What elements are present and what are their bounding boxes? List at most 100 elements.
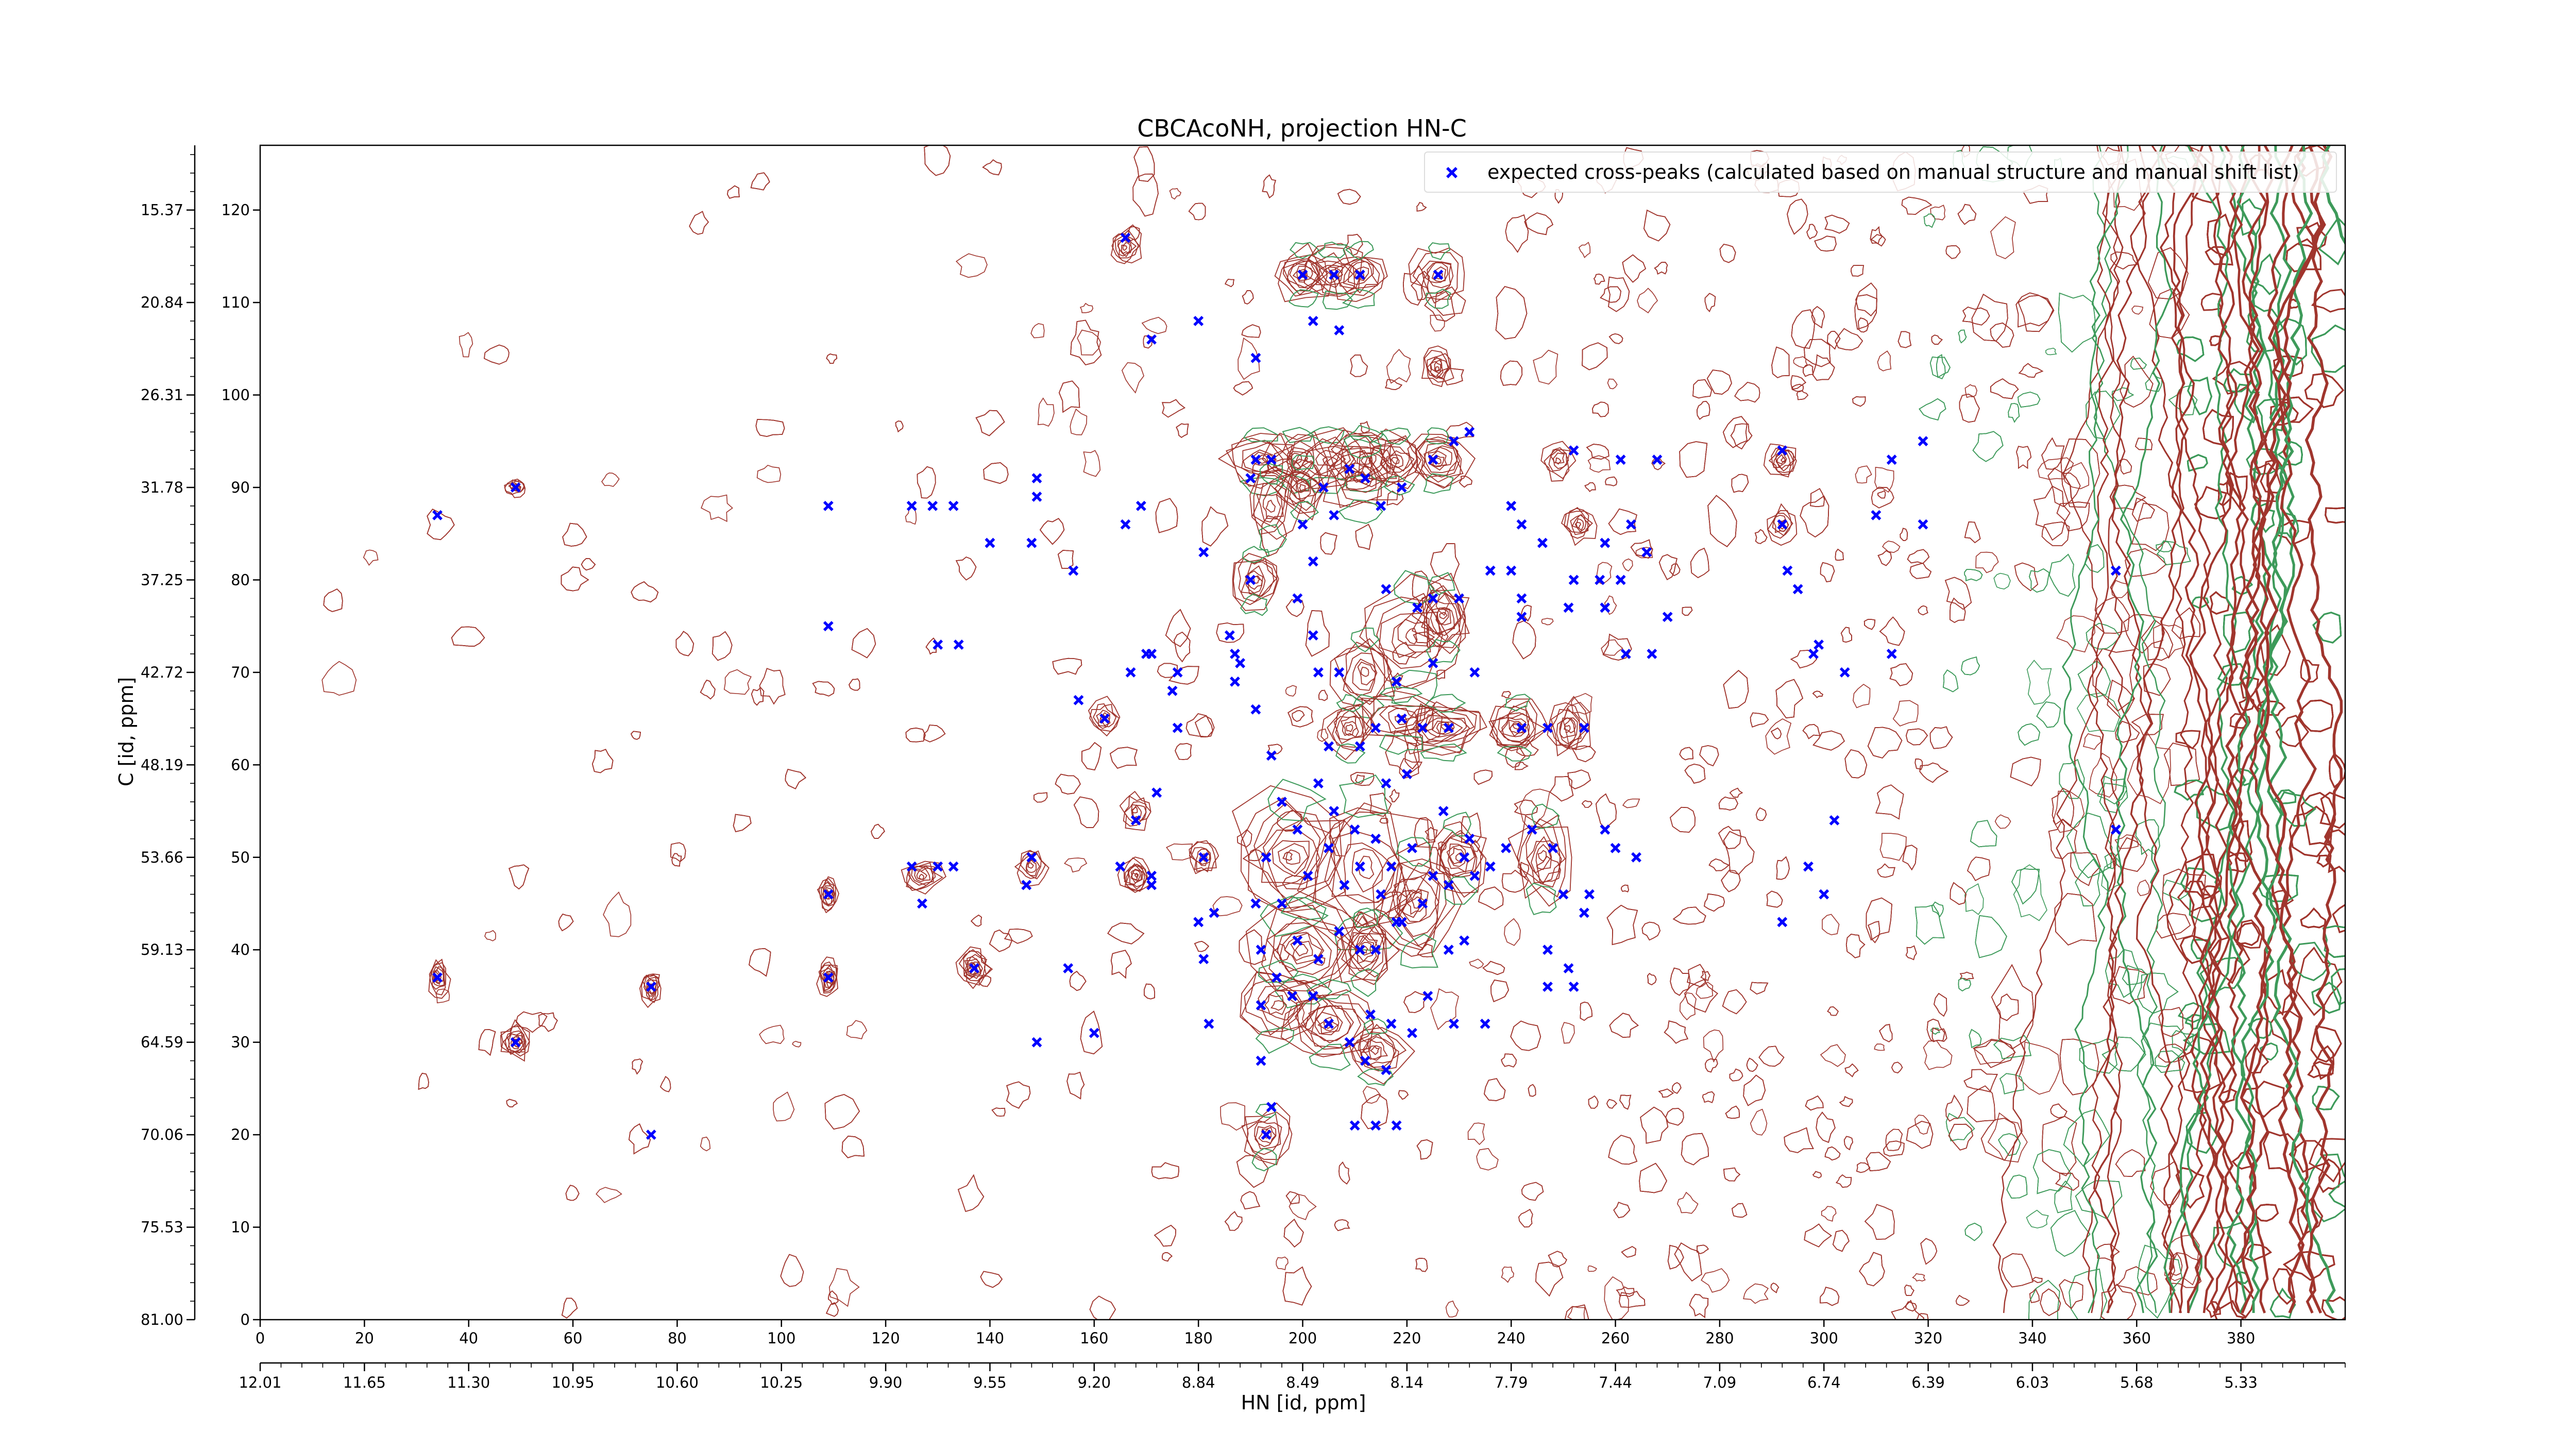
noise-contour bbox=[1812, 1171, 1822, 1178]
x-secondary-tick-label: 10.60 bbox=[656, 1374, 699, 1391]
noise-contour bbox=[2066, 812, 2113, 879]
cross-peak-marker bbox=[1266, 454, 1277, 465]
noise-contour bbox=[756, 464, 782, 483]
noise-contour bbox=[2311, 324, 2345, 373]
cross-peak-marker bbox=[1527, 824, 1537, 835]
noise-contour bbox=[2217, 663, 2249, 686]
noise-contour bbox=[1670, 806, 1696, 833]
cross-peak-marker bbox=[1329, 510, 1340, 520]
noise-contour bbox=[957, 1174, 985, 1212]
noise-contour bbox=[1586, 444, 1609, 460]
peak-contour bbox=[1277, 843, 1309, 874]
noise-contour bbox=[1549, 776, 1574, 802]
noise-contour bbox=[1669, 563, 1681, 577]
noise-contour bbox=[1501, 690, 1511, 699]
cross-peak-marker bbox=[1448, 436, 1459, 447]
noise-contour bbox=[980, 1271, 1003, 1288]
noise-contour bbox=[1524, 212, 1554, 235]
noise-contour bbox=[1292, 710, 1305, 722]
noise-contour bbox=[1731, 474, 1749, 493]
noise-contour bbox=[323, 588, 343, 612]
peak-contour bbox=[1308, 1005, 1351, 1043]
peak-contour bbox=[819, 965, 837, 991]
negative-contour bbox=[1309, 1043, 1351, 1071]
noise-contour bbox=[1990, 378, 2019, 399]
noise-contour bbox=[1723, 1167, 1741, 1182]
noise-contour bbox=[1592, 401, 1609, 417]
noise-contour bbox=[1696, 981, 1714, 999]
noise-contour bbox=[1776, 856, 1790, 880]
peak-contour bbox=[1322, 456, 1339, 466]
noise-contour bbox=[785, 769, 806, 789]
cross-peak-marker bbox=[1615, 575, 1626, 585]
noise-contour bbox=[1664, 1020, 1688, 1044]
peak-contour bbox=[1327, 447, 1388, 508]
noise-contour bbox=[2120, 356, 2154, 408]
peak-contour bbox=[1378, 858, 1455, 951]
noise-contour bbox=[2163, 743, 2200, 786]
noise-contour bbox=[917, 466, 936, 499]
cross-peak-marker bbox=[646, 1130, 656, 1140]
noise-contour bbox=[1914, 904, 1945, 945]
noise-contour bbox=[1469, 958, 1484, 969]
peak-contour bbox=[1340, 921, 1388, 985]
noise-contour bbox=[1596, 562, 1613, 585]
noise-contour bbox=[1070, 319, 1102, 365]
noise-contour bbox=[1771, 346, 1790, 378]
cross-peak-marker bbox=[1167, 685, 1178, 696]
noise-contour bbox=[2086, 391, 2121, 440]
noise-contour bbox=[1901, 196, 1933, 215]
noise-contour bbox=[1729, 1068, 1743, 1082]
noise-contour bbox=[1285, 685, 1297, 697]
peak-contour bbox=[1286, 263, 1318, 288]
noise-contour bbox=[1879, 833, 1907, 861]
noise-contour bbox=[1305, 610, 1330, 657]
noise-contour bbox=[1169, 188, 1182, 200]
y-secondary-tick-label: 15.37 bbox=[141, 201, 183, 219]
noise-contour bbox=[2036, 701, 2061, 728]
negative-contour bbox=[1429, 572, 1455, 596]
noise-contour bbox=[2262, 1131, 2297, 1174]
cross-peak-marker bbox=[1209, 907, 1219, 918]
noise-contour bbox=[1859, 1252, 1885, 1287]
noise-stripe bbox=[2244, 145, 2280, 1313]
peak-contour bbox=[1315, 260, 1354, 285]
noise-contour bbox=[1121, 362, 1144, 394]
peak-contour bbox=[1392, 873, 1439, 937]
y-secondary-tick-label: 81.00 bbox=[141, 1311, 183, 1328]
x-tick-label: 60 bbox=[564, 1329, 583, 1347]
noise-contour bbox=[1931, 1027, 1947, 1042]
cross-peak-marker bbox=[1407, 1027, 1417, 1038]
noise-contour bbox=[2033, 485, 2071, 541]
noise-contour bbox=[1723, 831, 1755, 875]
negative-contour bbox=[1258, 524, 1287, 553]
cross-peak-marker bbox=[1381, 1065, 1392, 1075]
peak-contour bbox=[1217, 433, 1296, 489]
noise-contour bbox=[1607, 276, 1630, 312]
cross-peak-marker bbox=[1918, 436, 1928, 447]
noise-contour bbox=[1066, 1071, 1085, 1100]
noise-contour bbox=[2309, 1138, 2345, 1183]
cross-peak-marker bbox=[1120, 519, 1131, 530]
noise-contour bbox=[1500, 360, 1523, 386]
noise-contour bbox=[2184, 1014, 2202, 1030]
cross-peak-marker bbox=[1777, 917, 1788, 928]
noise-contour bbox=[1812, 354, 1835, 381]
peak-contour bbox=[1439, 612, 1448, 619]
cross-peak-marker bbox=[1918, 519, 1928, 530]
peak-contour bbox=[1336, 911, 1400, 983]
noise-contour bbox=[1972, 431, 2004, 462]
cross-peak-marker bbox=[1469, 667, 1480, 678]
noise-contour bbox=[2331, 968, 2345, 1006]
noise-contour bbox=[751, 687, 765, 706]
cross-peak-marker bbox=[1031, 473, 1042, 483]
noise-contour bbox=[1055, 773, 1081, 795]
cross-peak-marker bbox=[1417, 898, 1428, 909]
noise-contour bbox=[1640, 1106, 1669, 1144]
noise-contour bbox=[1905, 1301, 1917, 1312]
noise-contour bbox=[2209, 591, 2230, 615]
noise-contour bbox=[1622, 254, 1647, 283]
noise-contour bbox=[1771, 346, 1790, 378]
noise-contour bbox=[2300, 659, 2320, 683]
noise-contour bbox=[755, 419, 785, 437]
